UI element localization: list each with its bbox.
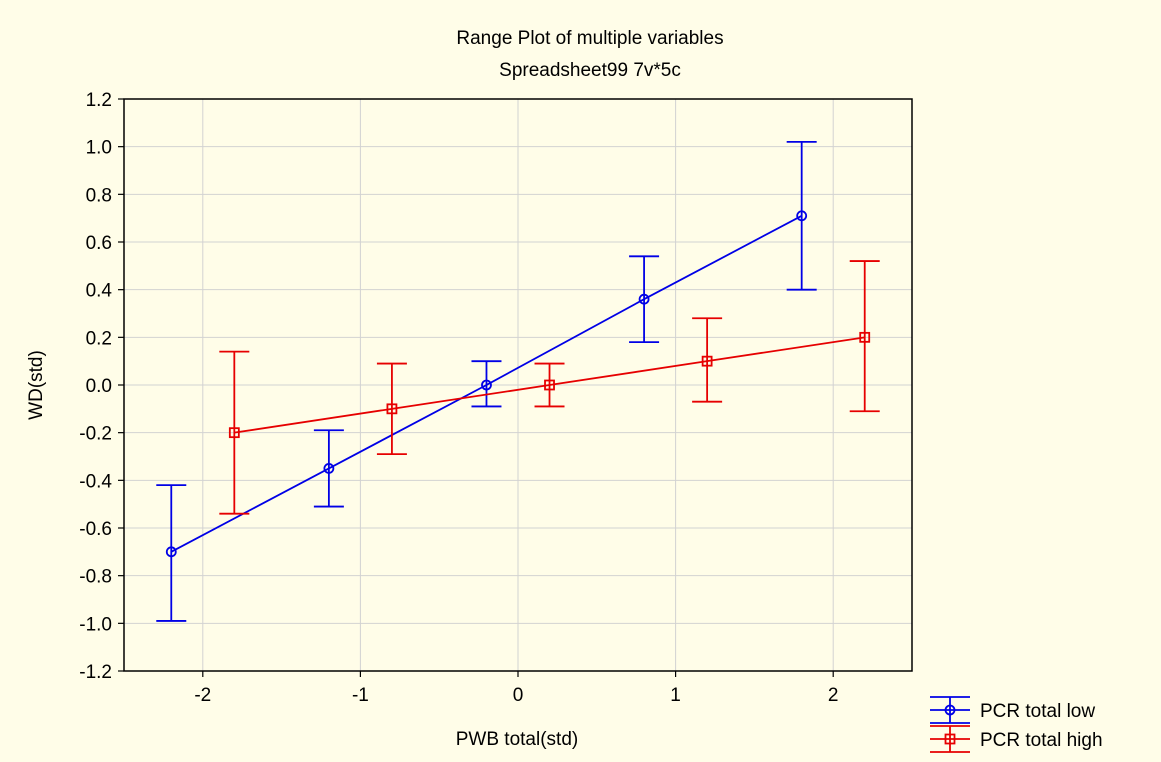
y-tick-label: 0.0 <box>86 376 112 397</box>
y-tick-label: 0.6 <box>86 233 112 254</box>
x-tick-label: -2 <box>194 685 211 706</box>
y-tick-label: -1.2 <box>79 662 112 683</box>
plot-area-frame <box>123 98 913 672</box>
legend-marker <box>944 704 956 716</box>
y-axis-label: WD(std) <box>26 350 47 420</box>
y-tick-label: -1.0 <box>79 614 112 635</box>
data-point <box>228 427 240 439</box>
x-tick-label: -1 <box>352 685 369 706</box>
legend-item-1: PCR total high <box>930 725 1103 753</box>
y-tick-label: 1.2 <box>86 90 112 111</box>
axis-ticks: -2 -1 0 1 2 -1.2 -1.0 -0.8 -0.6 -0.4 -0.2 0.0 0.2 0.4… <box>79 90 838 706</box>
x-tick-label: 2 <box>828 685 839 706</box>
data-point <box>323 463 335 474</box>
series-layer <box>156 140 880 622</box>
y-tick-label: -0.6 <box>79 519 112 540</box>
legend: PCR total low PCR total high <box>930 696 1103 753</box>
series-1 <box>219 260 880 515</box>
chart-title: Range Plot of multiple variables <box>456 28 723 49</box>
data-point <box>386 403 398 415</box>
chart-subtitle: Spreadsheet99 7v*5c <box>499 60 681 81</box>
y-tick-label: 1.0 <box>86 138 112 159</box>
grid-lines <box>124 99 912 671</box>
data-point <box>701 355 713 367</box>
data-point <box>796 210 808 222</box>
x-axis-label: PWB total(std) <box>456 729 578 750</box>
y-tick-label: -0.8 <box>79 567 112 588</box>
legend-label: PCR total low <box>980 701 1095 722</box>
y-tick-label: 0.8 <box>86 185 112 206</box>
legend-label: PCR total high <box>980 730 1103 751</box>
data-point <box>638 293 650 305</box>
series-0 <box>156 140 817 622</box>
data-point <box>544 379 555 391</box>
y-tick-label: 0.2 <box>86 328 112 349</box>
data-point <box>165 546 177 558</box>
legend-item-0: PCR total low <box>930 696 1095 724</box>
y-tick-label: 0.4 <box>86 281 113 302</box>
x-tick-label: 0 <box>513 685 524 706</box>
x-tick-label: 1 <box>670 685 681 706</box>
legend-marker <box>944 733 956 745</box>
y-tick-label: -0.4 <box>79 471 112 492</box>
data-point <box>481 379 492 391</box>
data-point <box>859 331 871 343</box>
y-tick-label: -0.2 <box>79 424 112 445</box>
